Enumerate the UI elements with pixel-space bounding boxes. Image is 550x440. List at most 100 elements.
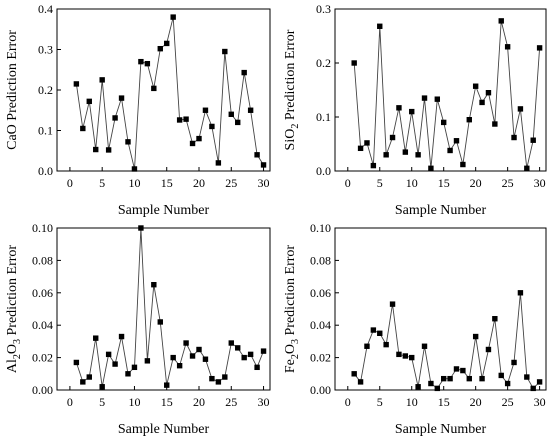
x-tick-label: 5 (99, 395, 105, 409)
y-axis-title-subscript: 2 (290, 354, 301, 359)
y-tick-label: 0.04 (310, 318, 331, 332)
data-point (254, 152, 260, 158)
data-point (222, 48, 228, 55)
data-point (377, 330, 383, 336)
data-point (157, 319, 163, 325)
data-point (144, 60, 151, 67)
y-axis-title-part: CaO Prediction Error (5, 30, 20, 150)
x-tick-label: 15 (438, 395, 450, 409)
data-point (377, 23, 383, 29)
data-point (447, 375, 453, 382)
data-point (485, 90, 492, 96)
data-point (254, 364, 260, 371)
data-point (415, 152, 421, 158)
x-tick-label: 20 (193, 395, 205, 409)
y-axis-title-part: SiO (283, 129, 298, 151)
x-tick-label: 15 (161, 176, 173, 190)
data-point (357, 379, 364, 385)
x-tick-label: 10 (128, 176, 140, 190)
data-point (222, 374, 228, 380)
x-tick-label: 0 (67, 395, 73, 409)
data-point (196, 135, 202, 142)
chart-panel-4: 0 5 10 15 20 25 30 0.00 0.02 0.04 0.06 0.08 0.10 Samp… (283, 221, 547, 437)
x-tick-label: 15 (438, 176, 450, 190)
data-point (112, 115, 118, 121)
data-point (183, 340, 189, 346)
plot-frame (56, 227, 271, 391)
y-axis-title-part: Al (5, 359, 20, 373)
y-axis-title: Fe2O3 Prediction Error (283, 245, 301, 374)
x-tick-label: 30 (258, 395, 270, 409)
y-tick-label: 0.3 (316, 2, 331, 16)
y-tick-label: 0.4 (38, 2, 53, 16)
y-axis-title: Al2O3 Prediction Error (5, 245, 23, 374)
data-point (80, 379, 86, 385)
data-point (466, 117, 472, 123)
data-point (498, 18, 504, 24)
data-point (402, 353, 409, 359)
data-point (118, 95, 125, 101)
data-point (215, 379, 222, 385)
data-point (170, 14, 176, 20)
data-point (73, 359, 80, 366)
data-point (511, 359, 517, 366)
data-point (164, 382, 170, 388)
data-point (389, 301, 396, 307)
y-tick-label: 0.04 (32, 318, 53, 332)
data-point (460, 161, 466, 168)
y-tick-label: 0.08 (310, 253, 331, 267)
data-point (536, 45, 543, 51)
data-point (453, 138, 460, 144)
data-point (530, 137, 536, 143)
data-point (144, 358, 151, 364)
data-point (247, 107, 254, 113)
data-point (485, 346, 492, 353)
x-tick-label: 25 (225, 395, 237, 409)
data-point (112, 361, 118, 367)
y-tick-label: 0.2 (316, 56, 331, 70)
data-point (428, 165, 434, 171)
y-tick-label: 0.02 (310, 351, 331, 365)
data-point (157, 45, 163, 52)
data-point (215, 160, 222, 166)
y-tick-label: 0.06 (32, 286, 53, 300)
y-tick-label: 0.0 (38, 164, 53, 178)
data-point (460, 367, 466, 374)
data-point (228, 340, 234, 346)
data-point (118, 333, 125, 340)
data-point (504, 380, 511, 387)
data-point (241, 354, 247, 361)
x-tick-label: 25 (225, 176, 237, 190)
data-point (138, 58, 144, 65)
data-point (73, 81, 80, 87)
x-tick-label: 10 (406, 176, 418, 190)
data-point (492, 316, 498, 322)
data-point (241, 69, 247, 76)
x-tick-label: 20 (193, 176, 205, 190)
chart-panel-3: 0 5 10 15 20 25 30 0.00 0.02 0.04 0.06 0.08 0.10 Samp… (5, 221, 271, 437)
x-tick-label: 0 (67, 176, 73, 190)
y-axis-title-subscript: 3 (290, 339, 301, 344)
data-point (138, 225, 144, 231)
data-point (396, 105, 402, 111)
y-tick-label: 0.2 (38, 83, 53, 97)
data-point (93, 146, 99, 153)
data-point (164, 40, 170, 47)
data-point (517, 290, 524, 296)
y-axis-title-part: Fe (283, 359, 298, 373)
data-point (409, 108, 415, 115)
y-axis-title: CaO Prediction Error (5, 30, 20, 150)
data-point (492, 121, 498, 127)
data-point (370, 327, 377, 333)
data-point (536, 379, 543, 385)
y-tick-label: 0.1 (316, 110, 331, 124)
data-point (351, 371, 357, 377)
x-tick-label: 30 (258, 176, 270, 190)
y-tick-label: 0.08 (32, 253, 53, 267)
data-point (125, 139, 131, 145)
y-axis-title-subscript: 2 (290, 124, 301, 129)
data-point (402, 149, 409, 155)
data-point (517, 106, 524, 112)
data-point (260, 162, 267, 168)
